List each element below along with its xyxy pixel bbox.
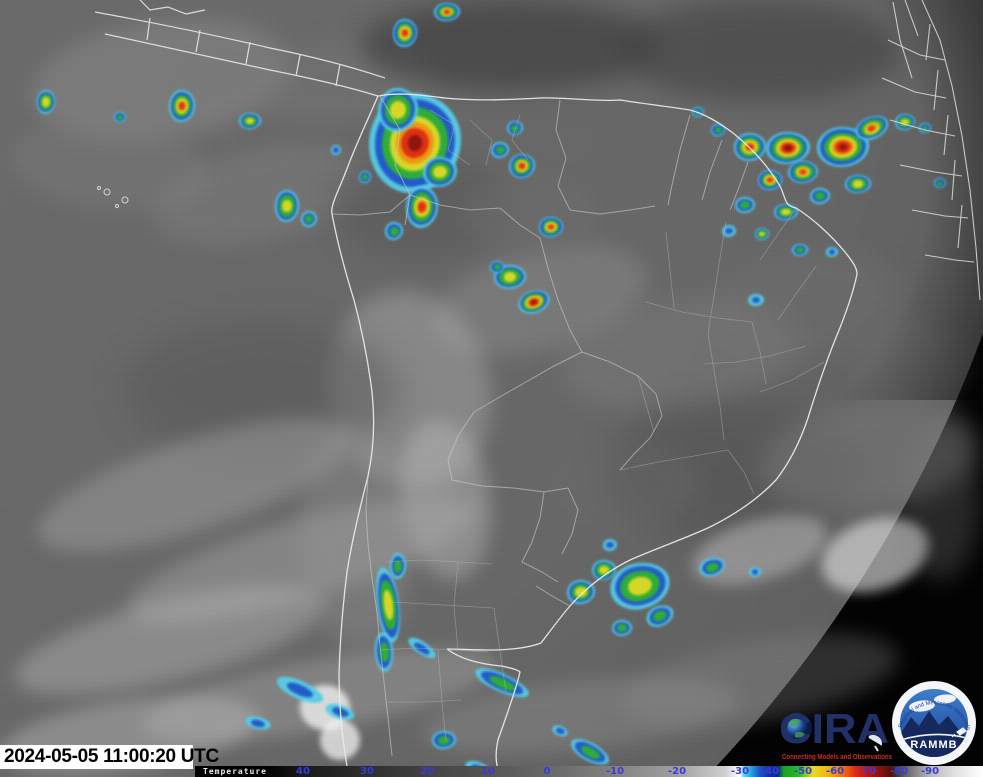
storm-cell <box>394 559 402 573</box>
storm-cell <box>433 166 447 178</box>
cloud-patch <box>320 720 360 760</box>
storm-cell <box>407 135 423 151</box>
colorbar-tick: -10 <box>605 766 625 777</box>
rammb-logo: RAMMB Regional and Mesoscale Meteorology… <box>891 680 976 765</box>
colorbar-tick: -70 <box>857 766 877 777</box>
storm-cell <box>599 566 609 574</box>
agency-logos: CIRA Connecting Models and Observations <box>778 678 978 768</box>
storm-cell <box>245 117 255 125</box>
colorbar-tick: 30 <box>360 766 374 777</box>
cira-logo: CIRA Connecting Models and Observations <box>781 705 892 761</box>
storm-cell <box>444 10 450 14</box>
colorbar-tick: -50 <box>793 766 813 777</box>
storm-cell <box>305 215 313 223</box>
storm-cell <box>333 147 339 153</box>
cira-tagline: Connecting Models and Observations <box>782 754 892 761</box>
timestamp-text: 2024-05-05 11:00:20 UTC <box>4 746 219 767</box>
cloud-patch <box>900 420 980 580</box>
colorbar-tick: -60 <box>825 766 845 777</box>
colorbar-tick: 20 <box>420 766 434 777</box>
storm-cell <box>42 97 50 107</box>
colorbar-tick: -80 <box>889 766 909 777</box>
galapagos-islands <box>97 186 129 208</box>
storm-cell <box>495 146 505 154</box>
colorbar-label: Temperature <box>203 767 267 776</box>
colorbar-tick: 10 <box>481 766 495 777</box>
cloud-patch <box>120 320 400 460</box>
storm-cell <box>503 272 517 282</box>
storm-cell <box>389 226 399 236</box>
colorbar-tick: -20 <box>667 766 687 777</box>
cira-wordmark: CIRA <box>781 705 889 752</box>
cira-globe-land <box>789 719 806 738</box>
storm-cell <box>751 296 761 304</box>
storm-cell <box>117 114 123 120</box>
colorbar-tick: -90 <box>920 766 940 777</box>
storm-cell <box>606 541 614 549</box>
rammb-horizon-arc <box>900 733 968 741</box>
storm-cell <box>390 101 406 119</box>
rammb-satellite-icon <box>951 727 967 738</box>
colorbar-tick: 0 <box>543 766 551 777</box>
storm-cell <box>740 201 750 209</box>
storm-cell <box>767 177 773 183</box>
south-america-coast <box>331 93 858 777</box>
africa-limb-borders <box>881 0 981 301</box>
storm-cell <box>282 199 292 213</box>
storm-cell <box>548 224 554 230</box>
rammb-wordmark: RAMMB <box>910 739 957 751</box>
storm-cell <box>751 569 759 575</box>
storm-cell <box>759 231 765 237</box>
storm-cell <box>617 624 627 632</box>
storm-cell <box>714 127 722 133</box>
storm-cell <box>418 202 426 212</box>
storm-cell <box>519 163 525 169</box>
colorbar-tick: 40 <box>296 766 310 777</box>
country-borders <box>331 95 749 757</box>
rammb-cloud-icon <box>909 700 935 712</box>
rammb-cloud-icon <box>934 694 956 704</box>
storm-cell <box>402 29 408 37</box>
storm-cell <box>746 143 754 151</box>
colorbar-tick: -40 <box>760 766 780 777</box>
storm-cell <box>438 735 450 745</box>
cloud-patch <box>460 180 600 250</box>
storm-cell <box>179 102 185 110</box>
timestamp: 2024-05-05 11:00:20 UTC <box>0 745 219 769</box>
storm-cell <box>493 264 501 270</box>
state-borders <box>379 109 825 743</box>
cloud-patch <box>540 440 700 530</box>
storm-cell <box>511 124 519 132</box>
central-america-coast <box>94 0 386 97</box>
temperature-colorbar: Temperature 40 30 20 10 0 -10 -20 -30 -40 -50 -60 -… <box>195 766 983 777</box>
storm-cell <box>725 227 733 235</box>
storm-cell <box>575 587 587 597</box>
storm-cell <box>362 174 368 180</box>
rammb-badge-art <box>900 694 968 757</box>
colorbar-tick: -30 <box>730 766 750 777</box>
cira-dish-icon <box>868 734 883 752</box>
